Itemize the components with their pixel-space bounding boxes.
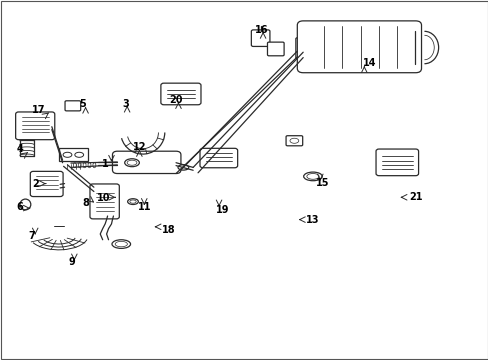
Text: 10: 10 <box>97 193 110 203</box>
Text: 2: 2 <box>32 179 39 189</box>
Ellipse shape <box>127 160 137 165</box>
Text: 15: 15 <box>315 178 329 188</box>
FancyBboxPatch shape <box>285 136 302 146</box>
Ellipse shape <box>124 159 139 167</box>
Text: 3: 3 <box>122 99 129 109</box>
FancyBboxPatch shape <box>112 151 181 174</box>
Text: 13: 13 <box>305 215 319 225</box>
Text: 9: 9 <box>69 257 76 267</box>
Text: 21: 21 <box>408 192 422 202</box>
Ellipse shape <box>130 200 136 203</box>
FancyBboxPatch shape <box>251 30 269 46</box>
Text: 4: 4 <box>16 144 23 154</box>
Ellipse shape <box>73 163 76 168</box>
Text: 8: 8 <box>82 198 89 208</box>
Ellipse shape <box>75 152 83 157</box>
Ellipse shape <box>20 199 31 210</box>
Text: 20: 20 <box>169 95 183 105</box>
Text: 12: 12 <box>132 142 146 152</box>
Ellipse shape <box>306 174 319 179</box>
Ellipse shape <box>83 163 86 168</box>
FancyBboxPatch shape <box>267 42 284 56</box>
FancyBboxPatch shape <box>200 148 237 168</box>
FancyBboxPatch shape <box>90 184 119 219</box>
Text: 7: 7 <box>28 231 35 241</box>
FancyBboxPatch shape <box>297 21 421 73</box>
Ellipse shape <box>115 241 127 247</box>
Text: 19: 19 <box>215 204 229 215</box>
Ellipse shape <box>78 163 81 168</box>
Ellipse shape <box>112 240 130 248</box>
Ellipse shape <box>88 163 91 168</box>
FancyBboxPatch shape <box>65 101 81 111</box>
Text: 17: 17 <box>32 105 46 115</box>
Text: 11: 11 <box>137 202 151 212</box>
Ellipse shape <box>63 152 72 157</box>
Bar <box>59 148 88 161</box>
Text: 5: 5 <box>79 99 85 109</box>
Ellipse shape <box>93 163 96 168</box>
Text: 1: 1 <box>102 159 108 169</box>
Ellipse shape <box>178 165 188 170</box>
Ellipse shape <box>127 199 138 204</box>
Ellipse shape <box>289 138 298 143</box>
FancyBboxPatch shape <box>161 83 201 105</box>
FancyBboxPatch shape <box>30 171 63 197</box>
Text: 16: 16 <box>254 24 268 35</box>
Ellipse shape <box>303 172 322 181</box>
Text: 18: 18 <box>162 225 175 235</box>
Text: 14: 14 <box>362 58 375 68</box>
Text: 6: 6 <box>16 202 23 212</box>
FancyBboxPatch shape <box>295 38 307 59</box>
FancyBboxPatch shape <box>375 149 418 176</box>
FancyBboxPatch shape <box>16 112 55 140</box>
